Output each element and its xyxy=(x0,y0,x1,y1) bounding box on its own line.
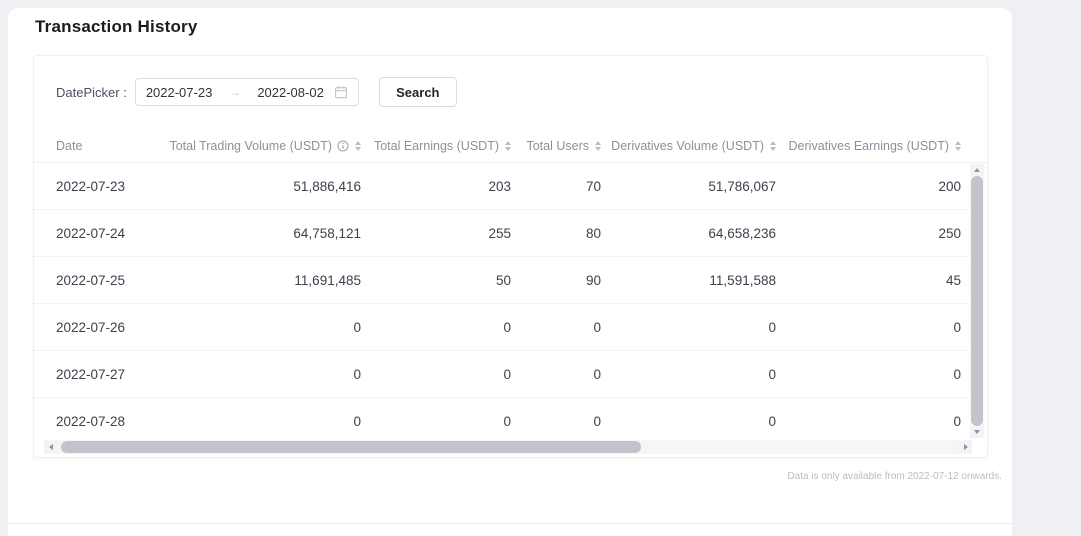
cell-total-trading-volume: 0 xyxy=(353,319,361,335)
cell-total-users: 0 xyxy=(593,319,601,335)
cell-total-users: 90 xyxy=(585,272,601,288)
sorter-icon[interactable] xyxy=(955,140,961,151)
horizontal-scrollbar-thumb[interactable] xyxy=(61,441,641,453)
column-label: Derivatives Earnings (USDT) xyxy=(788,138,949,153)
main-panel: Transaction History DatePicker : 2022-07… xyxy=(8,8,1012,536)
cell-total-earnings: 0 xyxy=(503,366,511,382)
cell-total-users: 80 xyxy=(585,225,601,241)
scroll-down-icon[interactable] xyxy=(970,426,984,438)
column-header-total-users[interactable]: Total Users xyxy=(511,139,601,153)
column-header-derivatives-volume[interactable]: Derivatives Volume (USDT) xyxy=(601,139,776,153)
sorter-icon[interactable] xyxy=(355,140,361,151)
cell-total-trading-volume: 0 xyxy=(353,414,361,429)
search-button[interactable]: Search xyxy=(378,77,457,107)
date-range-picker[interactable]: 2022-07-23 → 2022-08-02 xyxy=(134,78,359,106)
table-body: 2022-07-23 51,886,416 203 70 51,786,067 … xyxy=(34,163,973,452)
table-row: 2022-07-23 51,886,416 203 70 51,786,067 … xyxy=(34,163,973,210)
cell-total-users: 70 xyxy=(585,178,601,194)
cell-total-trading-volume: 0 xyxy=(353,366,361,382)
filter-row: DatePicker : 2022-07-23 → 2022-08-02 Sea… xyxy=(56,77,457,107)
cell-derivatives-earnings: 200 xyxy=(938,178,961,194)
column-label: Derivatives Volume (USDT) xyxy=(611,138,764,153)
cell-date: 2022-07-24 xyxy=(56,225,126,241)
transaction-history-card: DatePicker : 2022-07-23 → 2022-08-02 Sea… xyxy=(33,55,988,458)
sorter-icon[interactable] xyxy=(595,140,601,151)
cell-derivatives-earnings: 0 xyxy=(953,366,961,382)
cell-derivatives-volume: 0 xyxy=(768,366,776,382)
cell-total-users: 0 xyxy=(593,414,601,429)
column-label: Total Earnings (USDT) xyxy=(373,138,499,153)
sorter-icon[interactable] xyxy=(505,140,511,151)
table-row: 2022-07-28 0 0 0 0 0 xyxy=(34,398,973,445)
table-row: 2022-07-27 0 0 0 0 0 xyxy=(34,351,973,398)
column-header-date: Date xyxy=(56,139,166,153)
cell-date: 2022-07-25 xyxy=(56,272,126,288)
column-header-total-trading-volume[interactable]: Total Trading Volume (USDT) xyxy=(166,139,361,153)
page-title: Transaction History xyxy=(35,17,198,36)
vertical-scrollbar-thumb[interactable] xyxy=(971,176,983,426)
column-header-total-earnings[interactable]: Total Earnings (USDT) xyxy=(361,139,511,153)
calendar-icon[interactable] xyxy=(334,85,348,99)
horizontal-scrollbar-track[interactable] xyxy=(57,440,959,454)
cell-derivatives-earnings: 0 xyxy=(953,319,961,335)
section-divider xyxy=(8,523,1012,524)
cell-total-users: 0 xyxy=(593,366,601,382)
horizontal-scrollbar[interactable] xyxy=(44,440,972,454)
cell-total-earnings: 255 xyxy=(488,225,511,241)
cell-date: 2022-07-28 xyxy=(56,414,126,429)
column-label: Total Users xyxy=(526,138,589,153)
data-availability-note: Data is only available from 2022-07-12 o… xyxy=(787,471,1002,482)
sorter-icon[interactable] xyxy=(770,140,776,151)
info-icon[interactable] xyxy=(337,140,349,152)
cell-total-earnings: 50 xyxy=(495,272,511,288)
range-arrow-icon: → xyxy=(228,85,241,99)
datepicker-label: DatePicker : xyxy=(56,84,127,100)
cell-total-trading-volume: 51,886,416 xyxy=(293,178,361,194)
start-date-value[interactable]: 2022-07-23 xyxy=(145,84,213,100)
cell-date: 2022-07-23 xyxy=(56,178,126,194)
cell-total-earnings: 0 xyxy=(503,319,511,335)
cell-derivatives-volume: 11,591,588 xyxy=(709,272,776,288)
cell-total-trading-volume: 11,691,485 xyxy=(294,272,361,288)
column-label: Date xyxy=(56,138,83,153)
cell-total-earnings: 203 xyxy=(488,178,511,194)
column-label: Total Trading Volume (USDT) xyxy=(169,138,332,153)
vertical-scrollbar[interactable] xyxy=(970,164,984,438)
scroll-right-icon[interactable] xyxy=(959,440,972,454)
cell-date: 2022-07-27 xyxy=(56,366,126,382)
table-header-row: Date Total Trading Volume (USDT) Total E… xyxy=(34,129,987,163)
cell-derivatives-volume: 51,786,067 xyxy=(708,178,776,194)
cell-total-earnings: 0 xyxy=(503,414,511,429)
cell-derivatives-earnings: 45 xyxy=(945,272,961,288)
cell-derivatives-volume: 0 xyxy=(768,319,776,335)
scroll-left-icon[interactable] xyxy=(44,440,57,454)
cell-derivatives-volume: 0 xyxy=(768,414,776,429)
end-date-value[interactable]: 2022-08-02 xyxy=(257,84,324,100)
cell-derivatives-earnings: 0 xyxy=(953,414,961,429)
cell-date: 2022-07-26 xyxy=(56,319,126,335)
table-row: 2022-07-26 0 0 0 0 0 xyxy=(34,304,973,351)
cell-derivatives-earnings: 250 xyxy=(938,225,961,241)
table-row: 2022-07-25 11,691,485 50 90 11,591,588 4… xyxy=(34,257,973,304)
column-header-derivatives-earnings[interactable]: Derivatives Earnings (USDT) xyxy=(776,139,961,153)
cell-derivatives-volume: 64,658,236 xyxy=(708,225,776,241)
scroll-up-icon[interactable] xyxy=(970,164,984,176)
table-row: 2022-07-24 64,758,121 255 80 64,658,236 … xyxy=(34,210,973,257)
cell-total-trading-volume: 64,758,121 xyxy=(293,225,361,241)
